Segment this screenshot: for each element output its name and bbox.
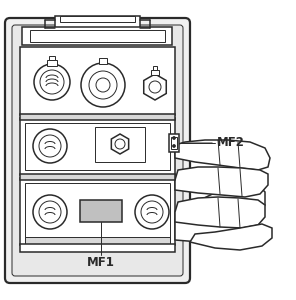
Circle shape [141, 201, 163, 223]
Bar [169, 134, 179, 152]
Circle shape [135, 195, 169, 229]
Bar [25, 123, 170, 170]
Circle shape [33, 195, 67, 229]
Bar [171, 137, 177, 149]
Polygon shape [190, 224, 272, 250]
Polygon shape [175, 182, 265, 242]
Bar [20, 47, 175, 115]
Bar [55, 16, 140, 28]
Circle shape [33, 129, 67, 163]
Polygon shape [175, 197, 265, 228]
FancyBboxPatch shape [12, 25, 183, 276]
Bar [49, 56, 55, 60]
Bar [25, 183, 170, 240]
Circle shape [173, 145, 176, 148]
Circle shape [96, 78, 110, 92]
Bar [20, 174, 175, 180]
Bar [22, 27, 172, 45]
FancyBboxPatch shape [5, 18, 190, 283]
Polygon shape [175, 140, 270, 170]
Bar [20, 114, 175, 120]
Polygon shape [175, 167, 268, 197]
Circle shape [81, 63, 125, 107]
Bar [20, 118, 175, 175]
Bar [20, 244, 175, 252]
Bar [80, 200, 122, 222]
Circle shape [115, 139, 125, 149]
Polygon shape [111, 134, 129, 154]
Text: MF1: MF1 [87, 256, 115, 268]
Bar [25, 237, 170, 245]
Bar [153, 66, 157, 70]
Circle shape [173, 136, 176, 140]
Bar [151, 70, 159, 75]
Bar [30, 30, 165, 42]
Text: MF2: MF2 [217, 136, 245, 149]
Circle shape [39, 201, 61, 223]
Bar [20, 178, 175, 245]
Circle shape [39, 135, 61, 157]
Bar [99, 58, 107, 64]
Bar [95, 127, 145, 162]
Circle shape [34, 64, 70, 100]
Bar [47, 60, 57, 66]
Polygon shape [144, 74, 166, 100]
Circle shape [40, 70, 64, 94]
Bar [60, 16, 135, 22]
Circle shape [89, 71, 117, 99]
Circle shape [149, 81, 161, 93]
